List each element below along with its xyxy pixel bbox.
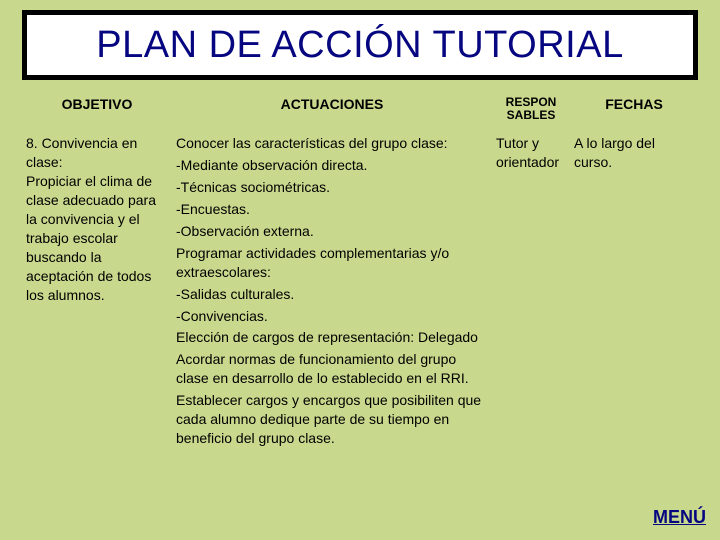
header-responsables-l2: SABLES (507, 108, 556, 122)
act-line: -Salidas culturales. (176, 285, 488, 304)
cell-objetivo: 8. Convivencia en clase: Propiciar el cl… (22, 132, 172, 306)
act-line: -Encuestas. (176, 200, 488, 219)
header-responsables-l1: RESPON (506, 95, 557, 109)
header-objetivo: OBJETIVO (22, 90, 172, 132)
page-title: PLAN DE ACCIÓN TUTORIAL (96, 24, 623, 67)
act-line: -Técnicas sociométricas. (176, 178, 488, 197)
act-line: Acordar normas de funcionamiento del gru… (176, 350, 488, 388)
header-actuaciones: ACTUACIONES (172, 90, 492, 132)
header-fechas: FECHAS (570, 90, 698, 132)
header-responsables: RESPON SABLES (492, 90, 570, 132)
act-line: -Observación externa. (176, 222, 488, 241)
act-line: -Mediante observación directa. (176, 156, 488, 175)
act-line: Establecer cargos y encargos que posibil… (176, 391, 488, 448)
cell-fechas: A lo largo del curso. (570, 132, 698, 174)
table-row: 8. Convivencia en clase: Propiciar el cl… (22, 132, 698, 452)
cell-responsables: Tutor y orientador (492, 132, 570, 174)
act-line: Programar actividades complementarias y/… (176, 244, 488, 282)
cell-actuaciones: Conocer las características del grupo cl… (172, 132, 492, 452)
act-line: Elección de cargos de representación: De… (176, 328, 488, 347)
table-header-row: OBJETIVO ACTUACIONES RESPON SABLES FECHA… (22, 90, 698, 132)
act-line: Conocer las características del grupo cl… (176, 134, 488, 153)
title-box: PLAN DE ACCIÓN TUTORIAL (22, 10, 698, 80)
plan-table: OBJETIVO ACTUACIONES RESPON SABLES FECHA… (22, 90, 698, 453)
menu-link[interactable]: MENÚ (653, 507, 706, 528)
act-line: -Convivencias. (176, 307, 488, 326)
